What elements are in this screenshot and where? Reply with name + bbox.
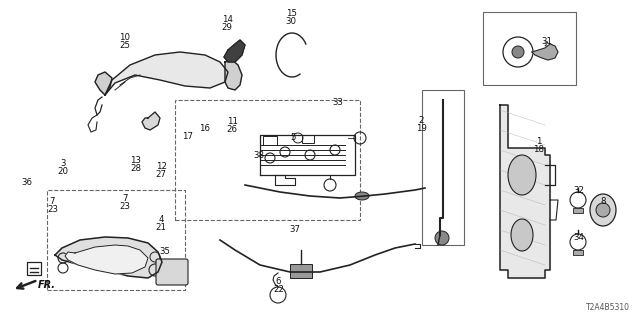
Text: 34: 34 — [573, 233, 584, 242]
Text: 27: 27 — [156, 170, 167, 179]
Text: 18: 18 — [533, 145, 545, 154]
Text: 17: 17 — [182, 132, 193, 141]
Text: 32: 32 — [573, 186, 584, 195]
Bar — [290, 264, 312, 278]
Polygon shape — [224, 40, 245, 62]
Bar — [263, 136, 277, 145]
Text: 35: 35 — [159, 247, 171, 256]
Text: 11: 11 — [227, 117, 238, 126]
Text: 6: 6 — [276, 277, 281, 286]
Text: 36: 36 — [21, 178, 33, 187]
Text: 37: 37 — [289, 225, 300, 234]
FancyBboxPatch shape — [156, 259, 188, 285]
Text: 23: 23 — [47, 205, 58, 214]
Text: 25: 25 — [119, 41, 131, 50]
Text: 28: 28 — [130, 164, 141, 173]
Text: 33: 33 — [332, 98, 344, 107]
Bar — [483, 12, 576, 85]
Ellipse shape — [508, 155, 536, 195]
Bar — [573, 250, 583, 255]
Text: 12: 12 — [156, 162, 167, 171]
Text: 4: 4 — [159, 215, 164, 224]
Text: 7: 7 — [122, 194, 127, 203]
Polygon shape — [532, 44, 558, 60]
Text: 10: 10 — [119, 33, 131, 42]
Polygon shape — [105, 52, 228, 95]
Text: 22: 22 — [273, 285, 284, 294]
Polygon shape — [500, 105, 550, 278]
Ellipse shape — [355, 192, 369, 200]
Text: 1: 1 — [536, 137, 541, 146]
Circle shape — [596, 203, 610, 217]
Circle shape — [435, 231, 449, 245]
Text: 38: 38 — [253, 151, 265, 160]
Bar — [302, 135, 314, 143]
Text: 23: 23 — [119, 202, 131, 211]
Bar — [422, 90, 464, 245]
Text: 20: 20 — [57, 167, 68, 176]
Text: FR.: FR. — [38, 280, 56, 290]
Text: 15: 15 — [285, 9, 297, 18]
Text: 29: 29 — [222, 23, 232, 32]
Bar — [573, 208, 583, 213]
Text: 26: 26 — [227, 125, 238, 134]
Text: 3: 3 — [60, 159, 65, 168]
Text: 13: 13 — [130, 156, 141, 165]
Text: T2A4B5310: T2A4B5310 — [586, 303, 630, 312]
Text: 5: 5 — [291, 133, 296, 142]
Text: 7: 7 — [50, 197, 55, 206]
Polygon shape — [65, 245, 148, 274]
Text: 31: 31 — [541, 37, 553, 46]
Polygon shape — [225, 60, 242, 90]
Bar — [47, 190, 185, 290]
Ellipse shape — [511, 219, 533, 251]
Text: 16: 16 — [199, 124, 211, 133]
Polygon shape — [142, 112, 160, 130]
Polygon shape — [55, 237, 162, 278]
Text: 8: 8 — [601, 197, 606, 206]
Polygon shape — [95, 72, 112, 95]
Bar — [175, 100, 360, 220]
Circle shape — [512, 46, 524, 58]
Ellipse shape — [590, 194, 616, 226]
Bar — [27, 262, 41, 275]
Text: 2: 2 — [419, 116, 424, 125]
Text: 30: 30 — [285, 17, 297, 26]
Text: 21: 21 — [156, 223, 167, 232]
Text: 19: 19 — [416, 124, 426, 133]
Text: 14: 14 — [221, 15, 233, 24]
